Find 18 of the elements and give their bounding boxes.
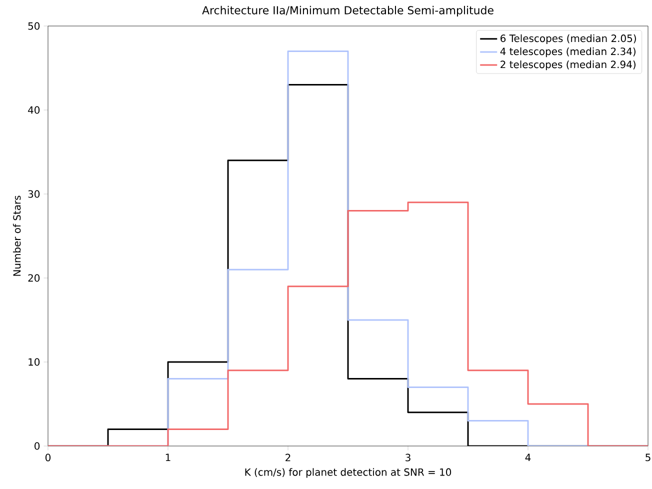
legend-label: 6 Telescopes (median 2.05) xyxy=(500,34,636,44)
legend-label: 2 telescopes (median 2.94) xyxy=(500,60,636,70)
chart-title: Architecture IIa/Minimum Detectable Semi-amplitude xyxy=(202,6,494,17)
y-tick-label: 30 xyxy=(28,190,40,198)
x-tick-label: 5 xyxy=(646,454,650,462)
x-tick-label: 3 xyxy=(406,454,410,462)
y-tick-label: 50 xyxy=(28,22,40,30)
y-axis-title: Number of Stars xyxy=(12,196,21,276)
y-tick-label: 0 xyxy=(34,442,40,450)
legend-label: 4 telescopes (median 2.34) xyxy=(500,47,636,58)
y-tick-label: 10 xyxy=(28,358,40,366)
x-tick-label: 1 xyxy=(166,454,170,462)
x-tick-label: 4 xyxy=(525,454,531,462)
x-tick-label: 0 xyxy=(45,454,51,462)
x-axis-title: K (cm/s) for planet detection at SNR = 10 xyxy=(245,468,452,478)
x-tick-label: 2 xyxy=(286,454,290,462)
y-tick-label: 20 xyxy=(28,274,40,282)
y-tick-label: 40 xyxy=(28,106,40,114)
